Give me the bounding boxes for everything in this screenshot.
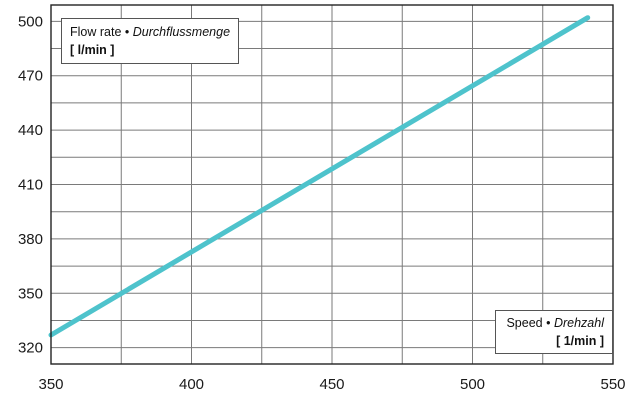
y-axis-title-italic: Durchflussmenge	[132, 25, 231, 39]
y-axis-ticks: 320 350 380 410 440 470 500	[18, 13, 43, 356]
series-layer	[48, 15, 591, 338]
x-axis-ticks: 350 400 450 500 550	[38, 376, 625, 393]
x-axis-unit: [ 1/min ]	[556, 334, 604, 348]
y-axis-label-box: Flow rate • Durchflussmenge [ l/min ]	[61, 18, 240, 64]
x-axis-bullet: •	[546, 316, 551, 330]
y-axis-unit: [ l/min ]	[70, 43, 115, 57]
x-tick-label: 350	[38, 376, 63, 393]
x-tick-label: 550	[600, 376, 625, 393]
y-axis-bullet: •	[124, 25, 130, 39]
y-tick-label: 320	[18, 340, 43, 357]
plot-frame	[50, 4, 614, 365]
x-axis-label-box: Speed • Drehzahl [ 1/min ]	[495, 310, 613, 354]
y-axis-title: Flow rate	[70, 25, 122, 39]
x-tick-label: 450	[319, 376, 344, 393]
y-tick-label: 350	[18, 285, 43, 302]
x-axis-title-line: Speed • Drehzahl	[506, 314, 604, 332]
x-tick-label: 400	[179, 376, 204, 393]
y-tick-label: 470	[18, 68, 43, 85]
x-axis-title-italic: Drehzahl	[553, 316, 604, 330]
y-axis-title-line: Flow rate • Durchflussmenge	[70, 23, 230, 41]
x-axis-title: Speed	[506, 316, 543, 330]
y-tick-label: 440	[18, 122, 43, 139]
series-line	[48, 15, 591, 338]
x-tick-label: 500	[460, 376, 485, 393]
grid	[51, 5, 613, 364]
y-tick-label: 380	[18, 231, 43, 248]
y-tick-label: 500	[18, 13, 43, 30]
y-tick-label: 410	[18, 177, 43, 194]
